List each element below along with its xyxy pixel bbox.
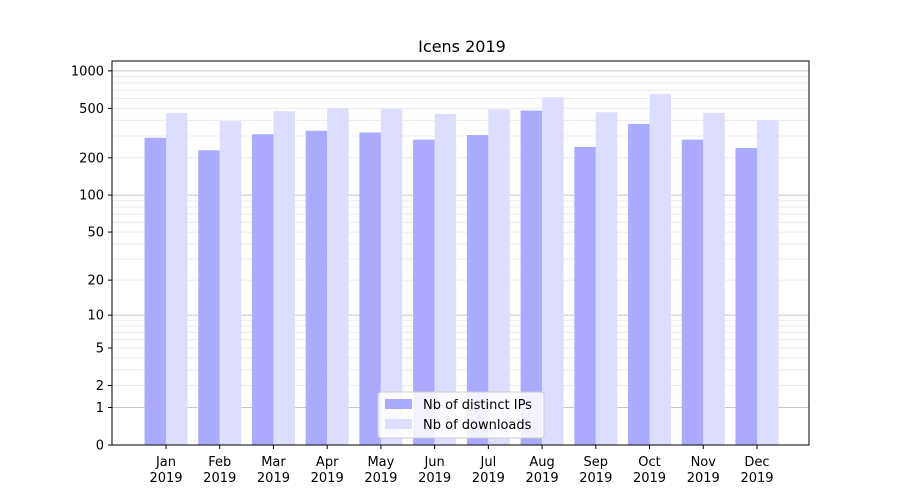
bar-downloads [166,112,188,446]
legend-label: Nb of distinct IPs [423,398,532,413]
bar-downloads [488,109,510,445]
bar-distinct-ips [305,130,328,445]
bar-distinct-ips [144,137,166,445]
legend-swatch [385,399,412,409]
x-tick-label: Apr 2019 [311,455,344,486]
y-tick-label: 0 [96,439,104,454]
bar-downloads [757,120,779,446]
chart-title: Icens 2019 [418,37,506,56]
x-tick-label: Jul 2019 [472,455,505,486]
x-tick-label: Dec 2019 [740,455,773,486]
x-axis: Jan 2019 Feb 2019 Mar 2019 Apr 2019 May 2019 Jun 20… [149,445,774,486]
bar-downloads [703,112,725,446]
plot-frame [111,60,810,446]
bar-distinct-ips [198,150,220,445]
bar-downloads [595,112,618,446]
legend-box [377,391,545,439]
x-tick-label: Feb 2019 [203,455,236,486]
bar-distinct-ips [574,146,596,445]
bar-distinct-ips [359,132,381,446]
bar-distinct-ips [520,110,543,445]
bar-distinct-ips [413,139,435,445]
x-tick-label: May 2019 [364,455,397,486]
legend: Nb of distinct IPs Nb of downloads [377,391,545,439]
x-tick-label: Jan 2019 [149,455,182,486]
y-tick-label: 1000 [71,64,104,79]
y-axis: 0 1 2 5 10 20 50 100 200 500 1000 [71,64,112,454]
y-tick-label: 200 [79,151,104,166]
bar-distinct-ips [628,123,650,445]
x-tick-label: Mar 2019 [257,455,290,486]
bar-distinct-ips [681,139,704,445]
x-tick-label: Aug 2019 [526,455,559,486]
x-tick-label: Jun 2019 [418,455,451,486]
bar-downloads [380,108,403,445]
x-tick-label: Nov 2019 [687,455,720,486]
legend-label: Nb of downloads [423,418,532,433]
y-tick-label: 20 [87,274,104,289]
bar-distinct-ips [251,134,274,446]
y-tick-label: 10 [87,309,104,324]
bar-downloads [327,108,349,446]
y-tick-label: 1 [96,401,104,416]
bar-downloads [219,121,242,446]
bar-downloads [649,94,672,445]
y-tick-label: 5 [96,341,104,356]
bar-downloads [434,114,457,445]
bar-downloads [273,111,295,445]
y-tick-label: 2 [96,379,104,394]
y-tick-label: 50 [87,226,104,241]
y-tick-label: 100 [79,189,104,204]
bar-distinct-ips [735,147,757,446]
y-tick-label: 500 [79,102,104,117]
x-tick-label: Sep 2019 [579,455,612,486]
x-tick-label: Oct 2019 [633,455,666,486]
legend-swatch [385,419,412,429]
bar-distinct-ips [466,135,489,445]
bars [144,94,779,446]
bar-downloads [542,97,564,446]
